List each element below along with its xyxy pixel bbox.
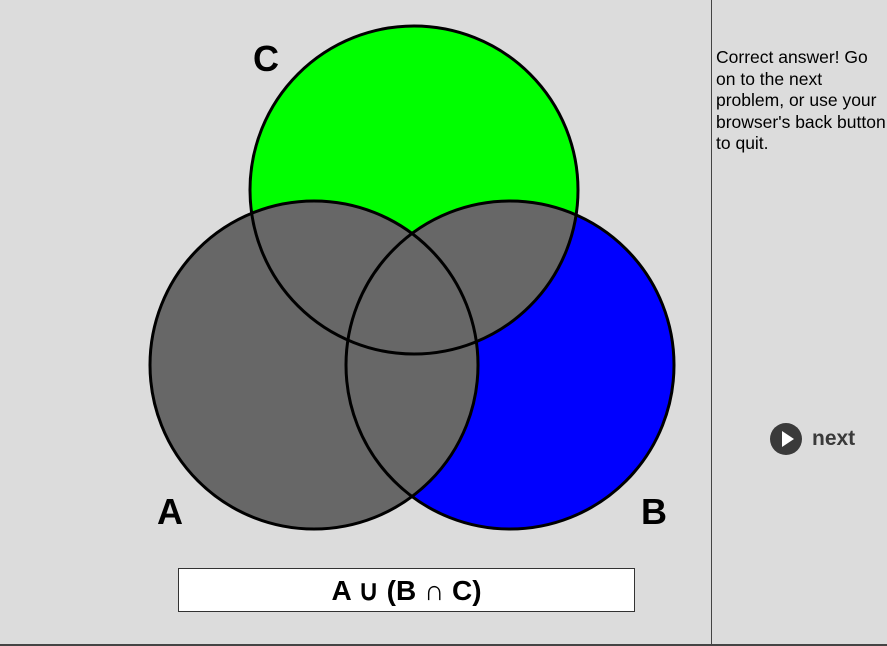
next-button[interactable]: next — [770, 423, 855, 455]
circle-a-outline — [148, 199, 480, 531]
vertical-divider — [711, 0, 712, 646]
venn-diagram: C A B — [148, 24, 676, 532]
expression-box: A ∪ (B ∩ C) — [178, 568, 635, 612]
circle-b-outline — [344, 199, 676, 531]
sidebar: Correct answer! Go on to the next proble… — [712, 0, 887, 644]
feedback-message: Correct answer! Go on to the next proble… — [716, 47, 886, 153]
region-a[interactable] — [150, 201, 478, 529]
bottom-divider — [0, 644, 887, 646]
label-a: A — [157, 491, 183, 532]
expression-text: A ∪ (B ∩ C) — [331, 574, 482, 606]
circle-c-outline — [248, 24, 580, 356]
venn-panel: C A B A ∪ (B ∩ C) — [148, 24, 676, 612]
label-b: B — [641, 491, 667, 532]
label-c: C — [253, 38, 279, 79]
play-circle-icon[interactable] — [770, 423, 802, 455]
next-label[interactable]: next — [812, 427, 856, 450]
